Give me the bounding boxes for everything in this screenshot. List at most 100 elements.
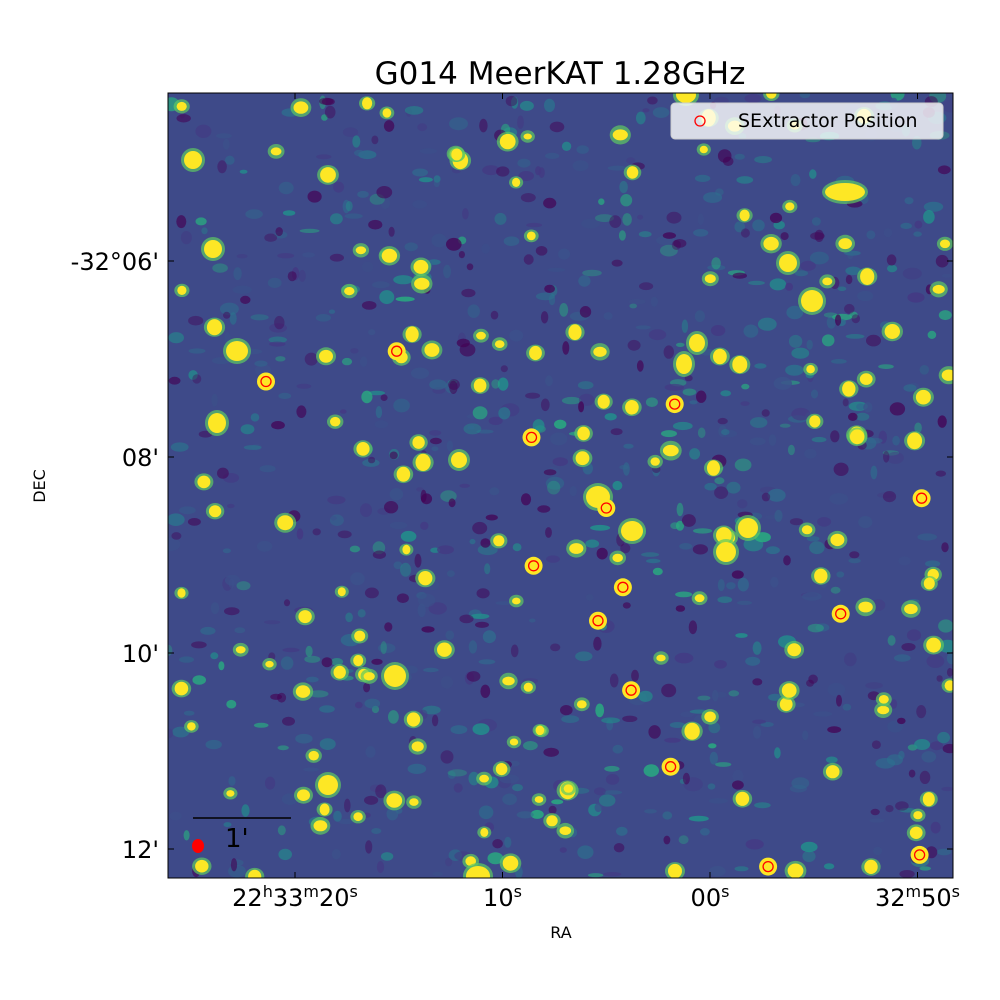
noise-blob	[368, 219, 383, 230]
noise-blob	[169, 811, 182, 821]
noise-blob	[333, 810, 342, 822]
noise-blob	[267, 277, 282, 288]
noise-blob	[342, 199, 351, 214]
noise-blob	[449, 117, 468, 131]
noise-blob	[577, 845, 594, 859]
noise-blob	[619, 180, 628, 194]
noise-blob	[232, 285, 252, 294]
sextractor-marker	[600, 502, 612, 514]
noise-blob	[414, 553, 422, 568]
radio-source	[787, 863, 804, 878]
noise-blob	[485, 514, 498, 521]
radio-source	[176, 101, 187, 111]
noise-blob	[595, 703, 605, 718]
noise-blob	[780, 232, 789, 241]
radio-source	[625, 400, 639, 415]
noise-blob	[636, 360, 644, 372]
noise-blob	[578, 401, 585, 413]
noise-blob	[211, 393, 218, 407]
noise-blob	[337, 530, 352, 539]
noise-blob	[707, 783, 716, 790]
noise-blob	[480, 684, 491, 698]
noise-blob	[919, 866, 931, 871]
noise-blob	[502, 793, 517, 806]
radio-source	[295, 685, 311, 698]
noise-blob	[745, 839, 764, 850]
noise-blob	[811, 436, 827, 443]
noise-blob	[430, 437, 442, 445]
noise-blob	[806, 679, 814, 687]
radio-source	[707, 460, 720, 476]
noise-blob	[380, 197, 390, 209]
noise-blob	[496, 166, 510, 177]
radio-source	[384, 665, 406, 687]
noise-blob	[660, 244, 678, 257]
noise-blob	[386, 807, 399, 821]
noise-blob	[692, 544, 709, 555]
noise-blob	[467, 425, 475, 430]
noise-blob	[802, 850, 816, 863]
noise-blob	[315, 314, 332, 322]
y-tick-label: 10'	[122, 640, 159, 668]
noise-blob	[362, 261, 374, 273]
noise-blob	[179, 506, 196, 515]
radio-source	[779, 254, 797, 272]
noise-blob	[319, 738, 336, 750]
noise-blob	[384, 622, 393, 632]
radio-source	[704, 274, 716, 284]
noise-blob	[809, 541, 825, 555]
noise-blob	[545, 527, 552, 538]
noise-blob	[552, 457, 568, 467]
noise-blob	[254, 360, 268, 367]
noise-blob	[487, 852, 504, 865]
noise-blob	[704, 482, 717, 491]
noise-blob	[576, 145, 589, 154]
noise-blob	[627, 339, 641, 351]
radio-source	[529, 345, 542, 361]
noise-blob	[448, 498, 456, 508]
noise-blob	[462, 208, 469, 220]
noise-blob	[488, 416, 503, 426]
noise-blob	[623, 443, 634, 449]
noise-blob	[882, 450, 900, 456]
radio-source	[597, 394, 610, 409]
noise-blob	[700, 828, 710, 836]
noise-blob	[345, 201, 353, 212]
noise-blob	[703, 192, 723, 203]
radio-source	[509, 738, 519, 746]
radio-source	[308, 750, 319, 761]
noise-blob	[364, 795, 379, 805]
noise-blob	[230, 858, 238, 872]
radio-source	[353, 655, 364, 667]
noise-blob	[827, 726, 842, 733]
noise-blob	[774, 747, 781, 759]
noise-blob	[641, 552, 660, 557]
noise-blob	[354, 149, 365, 157]
noise-blob	[946, 667, 953, 677]
noise-blob	[484, 563, 491, 575]
noise-blob	[930, 821, 941, 834]
noise-blob	[236, 254, 248, 259]
radio-source	[534, 796, 544, 803]
noise-blob	[623, 462, 630, 476]
chart-title: G014 MeerKAT 1.28GHz	[375, 56, 746, 92]
noise-blob	[222, 548, 231, 554]
radio-source	[713, 348, 727, 365]
noise-blob	[648, 725, 661, 739]
noise-blob	[712, 689, 719, 702]
noise-blob	[417, 603, 426, 618]
noise-blob	[902, 267, 922, 280]
source-under-marker	[613, 578, 632, 597]
noise-blob	[662, 232, 677, 239]
noise-blob	[357, 190, 369, 198]
noise-blob	[728, 690, 740, 697]
radio-source	[298, 610, 312, 624]
noise-blob	[499, 774, 520, 784]
radio-source	[197, 475, 211, 489]
radio-source	[809, 415, 821, 428]
noise-blob	[546, 555, 560, 563]
noise-blob	[575, 651, 593, 662]
radio-source	[825, 183, 865, 201]
noise-blob	[388, 710, 399, 724]
noise-blob	[277, 745, 289, 751]
